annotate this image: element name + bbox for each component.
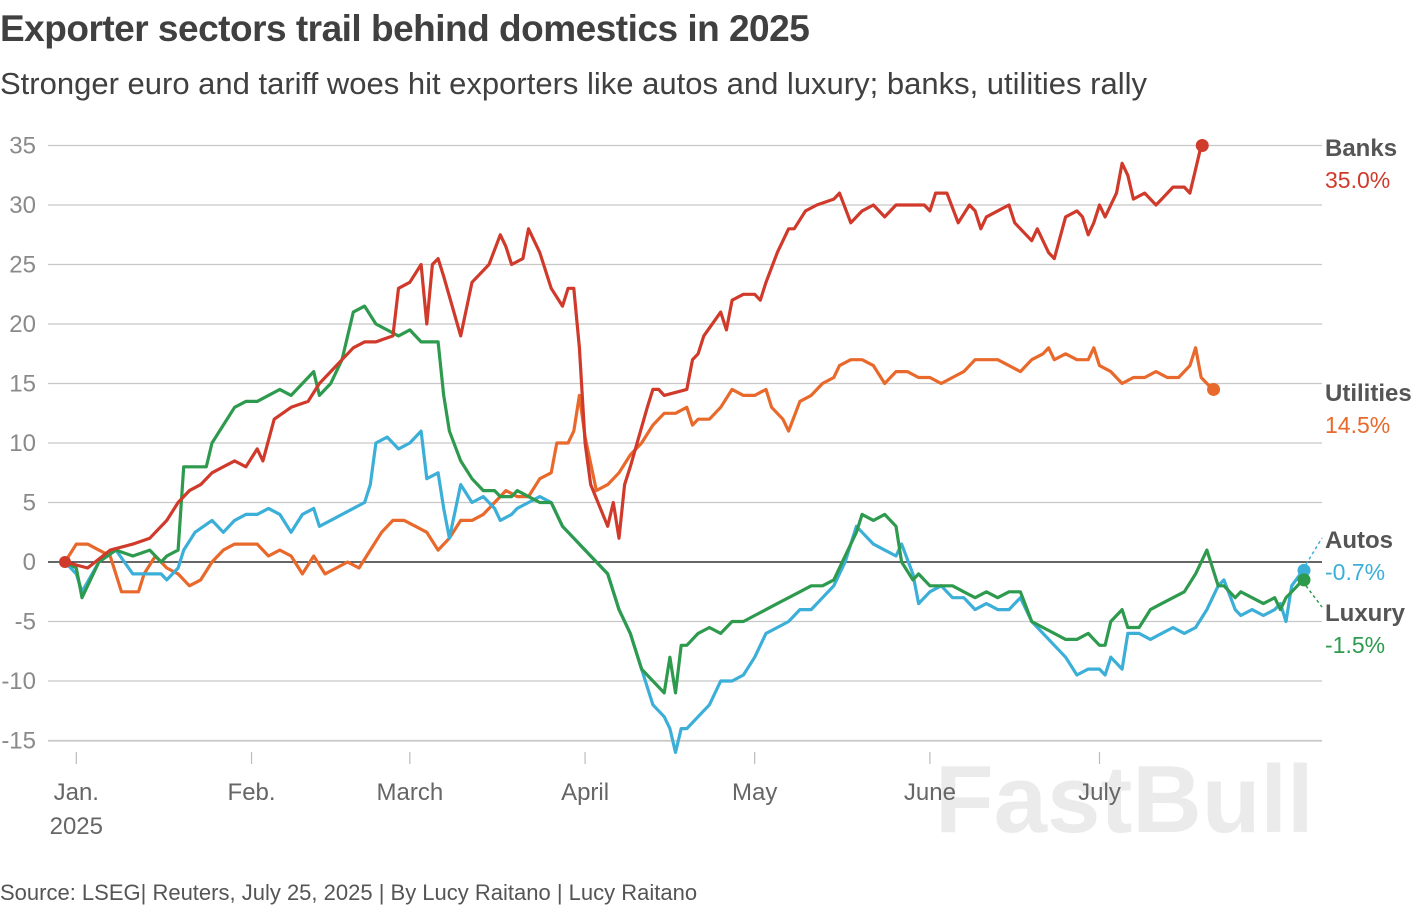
y-tick-label: -15 — [1, 728, 36, 755]
end-point-utilities — [1207, 382, 1221, 396]
series-line-utilities — [63, 346, 1215, 594]
series-value-luxury: -1.5% — [1325, 632, 1385, 658]
y-tick-label: -10 — [1, 668, 36, 695]
x-tick-label: March — [376, 779, 443, 806]
watermark-logo: FastBull — [935, 746, 1314, 853]
x-tick-label: April — [561, 779, 609, 806]
y-tick-label: 0 — [23, 549, 36, 576]
series-value-utilities: 14.5% — [1325, 412, 1390, 438]
series-name-utilities: Utilities — [1325, 380, 1412, 407]
x-tick-label: Jan. — [54, 779, 99, 806]
x-tick-label: Feb. — [228, 779, 276, 806]
y-tick-label: 15 — [9, 371, 36, 398]
x-tick-sublabel: 2025 — [50, 813, 103, 840]
x-tick-label: May — [732, 779, 777, 806]
series-line-autos — [63, 429, 1305, 754]
y-tick-label: 35 — [9, 133, 36, 160]
series-value-banks: 35.0% — [1325, 167, 1390, 193]
x-axis: Jan. 2025 Feb. March April May June July — [48, 740, 1322, 840]
y-gridlines — [48, 144, 1322, 742]
source-note: Source: LSEG| Reuters, July 25, 2025 | B… — [0, 880, 698, 905]
x-tick-label: July — [1078, 779, 1121, 806]
chart-title: Exporter sectors trail behind domestics … — [0, 8, 810, 49]
series-name-autos: Autos — [1325, 527, 1393, 554]
series-line-luxury — [63, 304, 1305, 695]
end-point-autos — [1297, 563, 1311, 577]
y-tick-label: 20 — [9, 311, 36, 338]
y-axis-ticks: 35 30 25 20 15 10 5 0 -5 -10 -15 — [1, 133, 36, 755]
start-point-dot — [59, 556, 71, 568]
chart-subtitle: Stronger euro and tariff woes hit export… — [0, 66, 1147, 101]
leader-line-luxury — [1305, 585, 1323, 608]
y-tick-label: 30 — [9, 192, 36, 219]
series-name-luxury: Luxury — [1325, 600, 1406, 627]
y-tick-label: 5 — [23, 490, 36, 517]
series-name-banks: Banks — [1325, 135, 1397, 162]
x-tick-label: June — [904, 779, 956, 806]
series-labels: Banks 35.0% Utilities 14.5% Autos -0.7% Luxury… — [1195, 135, 1412, 658]
series-value-autos: -0.7% — [1325, 559, 1385, 585]
leader-line-autos — [1305, 537, 1323, 565]
y-tick-label: -5 — [15, 609, 36, 636]
series-line-banks — [63, 143, 1203, 570]
end-point-banks — [1195, 139, 1209, 152]
line-chart: FastBull 35 30 25 20 15 10 5 0 -5 -10 -15 Jan. 2025… — [1, 133, 1412, 854]
end-point-luxury — [1297, 573, 1311, 587]
y-tick-label: 25 — [9, 252, 36, 279]
y-tick-label: 10 — [9, 430, 36, 457]
series-lines — [59, 143, 1305, 754]
